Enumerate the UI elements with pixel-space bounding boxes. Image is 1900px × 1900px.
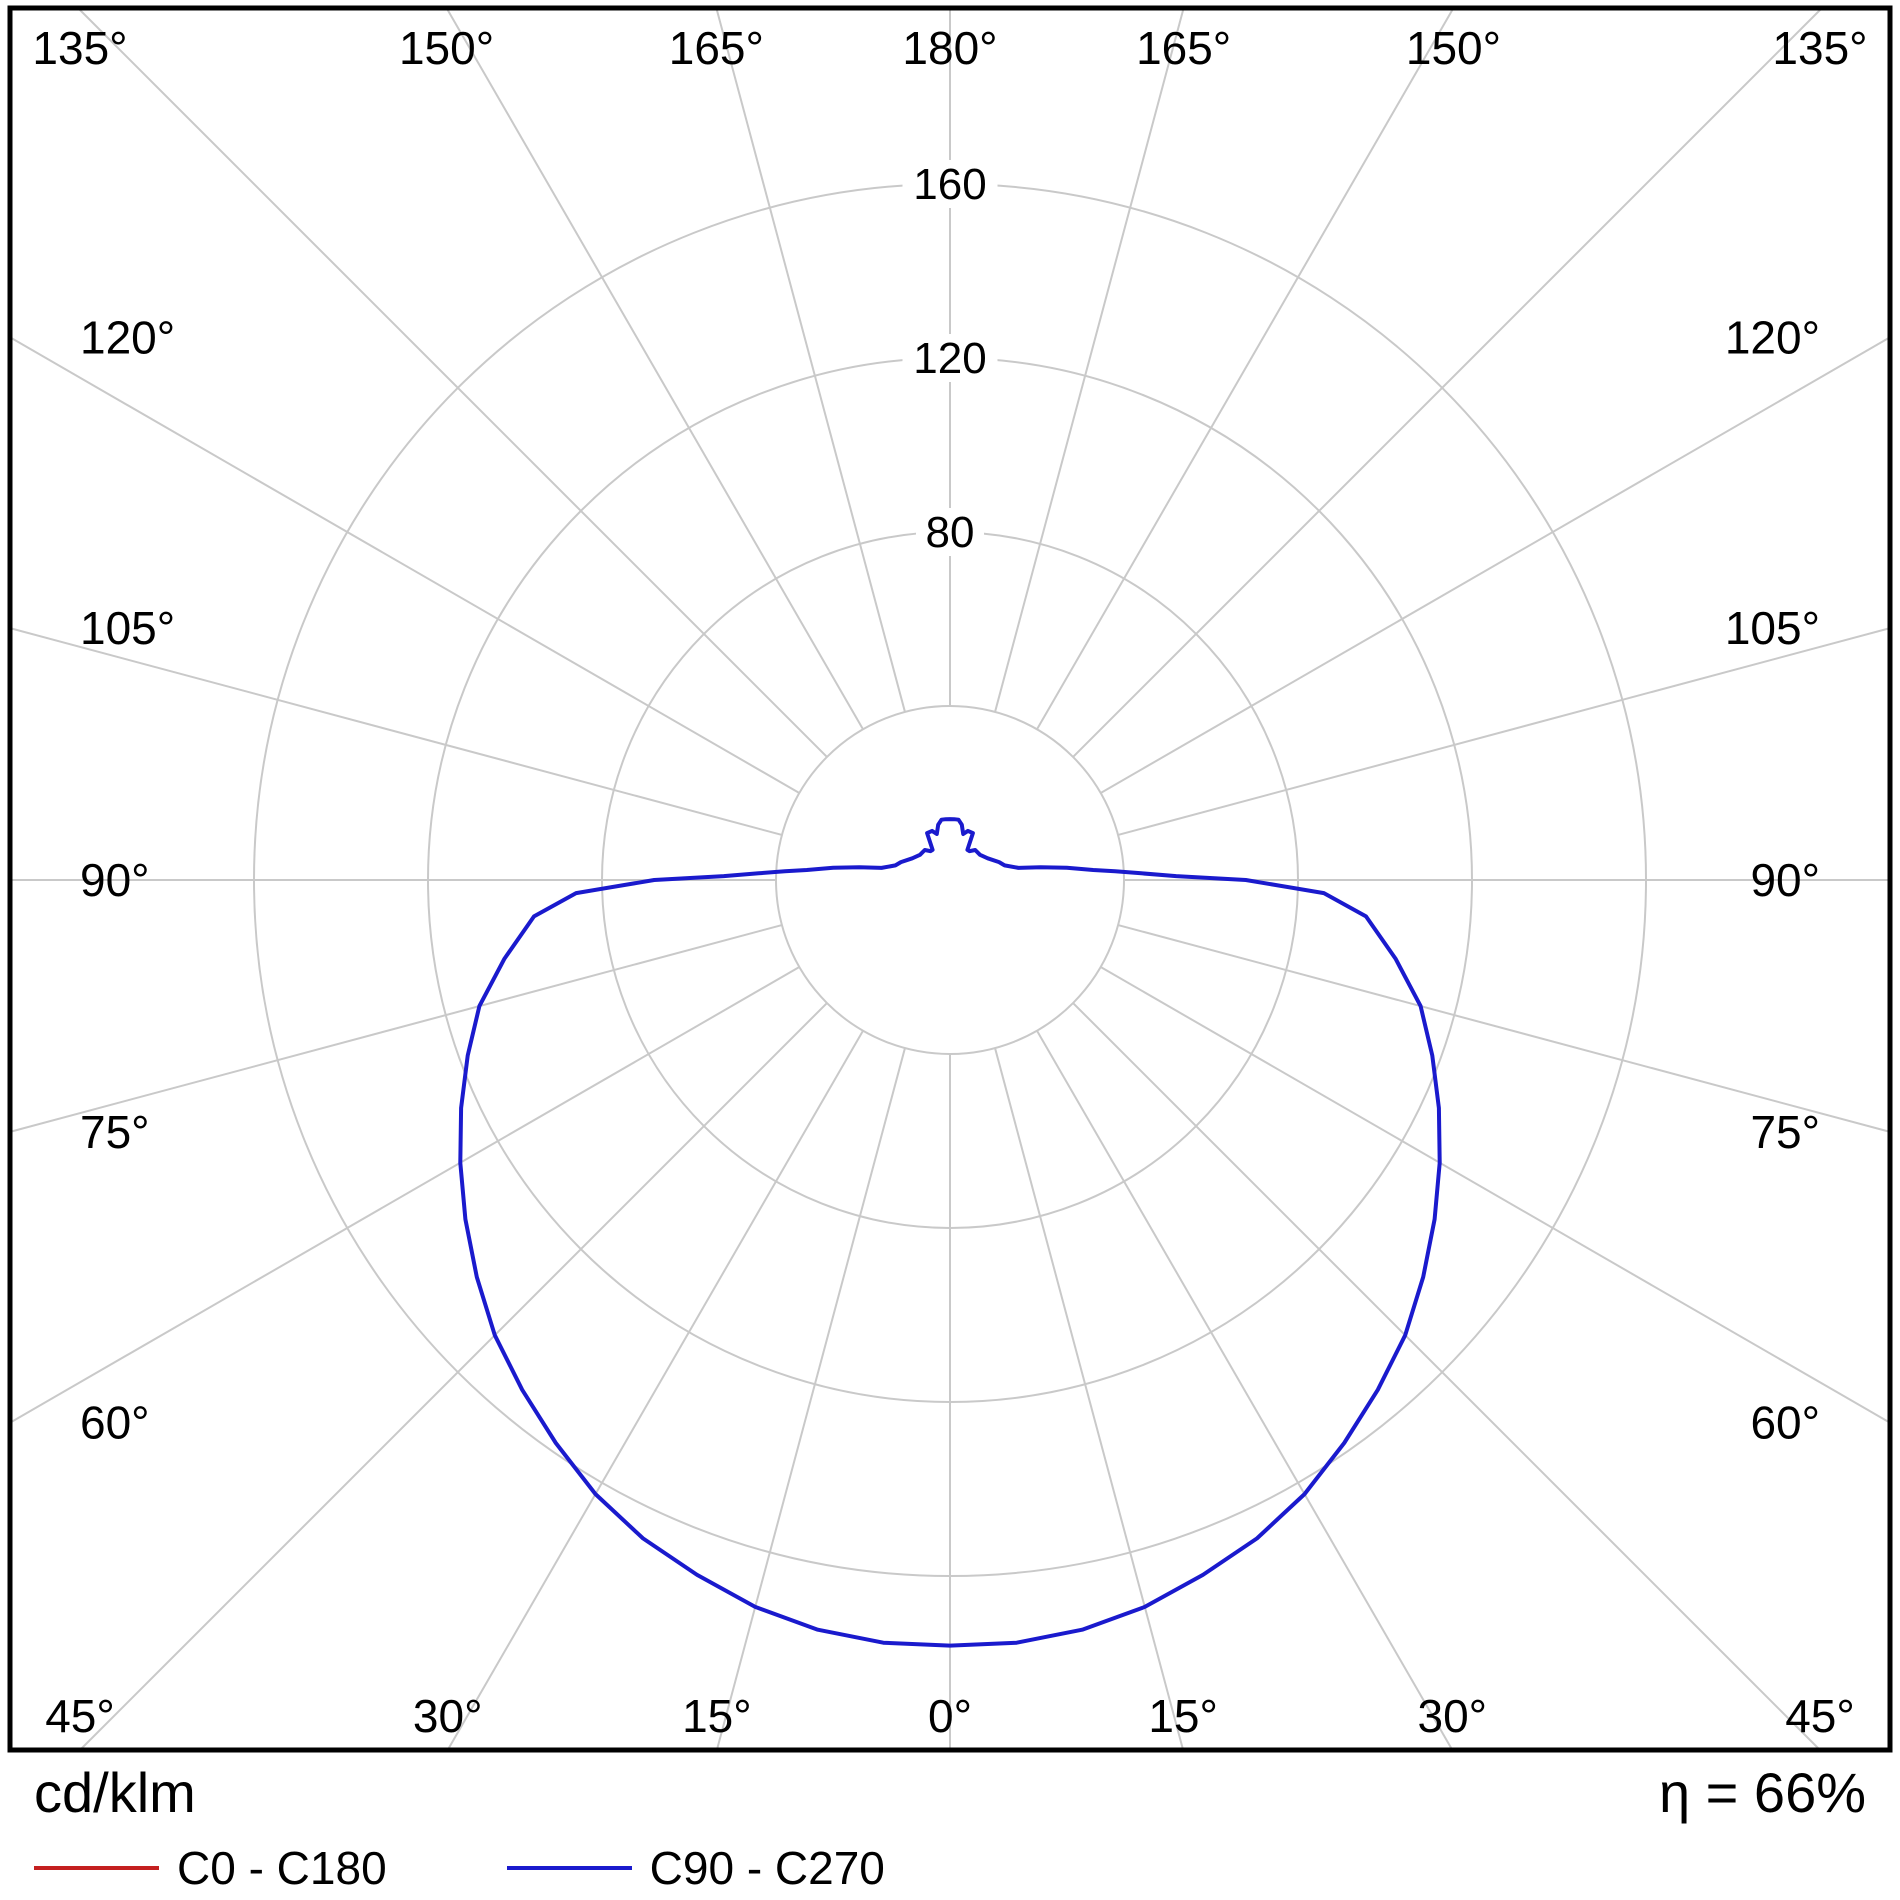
angle-label: 105° (80, 602, 175, 654)
angle-label: 120° (1725, 311, 1820, 363)
legend-item-c0-c180: C0 - C180 (34, 1841, 387, 1895)
angle-label: 150° (1406, 22, 1501, 74)
angle-label: 135° (32, 22, 127, 74)
angle-label: 15° (682, 1690, 752, 1742)
angle-label: 0° (928, 1690, 972, 1742)
angle-label: 30° (413, 1690, 483, 1742)
legend-label-c90-c270: C90 - C270 (649, 1842, 885, 1894)
angle-label: 30° (1418, 1690, 1488, 1742)
angle-label: 75° (80, 1106, 150, 1158)
radial-tick-label: 160 (913, 160, 986, 209)
chart-frame (7, 5, 1893, 1753)
legend-label-c0-c180: C0 - C180 (177, 1842, 387, 1894)
angle-label: 90° (80, 854, 150, 906)
angle-labels: 0° 15° 15° 30° 30° 45° 45° 60° 60° 75° 75° 90° 90° 10… (32, 22, 1867, 1742)
radial-tick-label: 120 (913, 334, 986, 383)
radial-axis-labels: 80 120 160 (902, 160, 998, 557)
angle-label: 45° (1785, 1690, 1855, 1742)
footer: cd/klm η = 66% C0 - C180 C90 - C270 (0, 1760, 1900, 1895)
angle-label: 75° (1750, 1106, 1820, 1158)
c90-c270-curve (458, 817, 1442, 1648)
angle-label: 165° (669, 22, 764, 74)
radial-tick-label: 80 (926, 508, 975, 557)
angle-label: 150° (399, 22, 494, 74)
angle-label: 105° (1725, 602, 1820, 654)
angle-label: 165° (1136, 22, 1231, 74)
angle-label: 45° (45, 1690, 115, 1742)
efficiency-label: η = 66% (1658, 1761, 1866, 1824)
angle-label: 180° (902, 22, 997, 74)
c90-c270-line-swatch (506, 1866, 632, 1870)
polar-intensity-chart: 80 120 160 0° 15° 15° 30° 30° 45° 45° 60° 60° 75° 75°… (7, 5, 1893, 1753)
c0-c180-line-swatch (34, 1866, 159, 1870)
angle-label: 15° (1148, 1690, 1218, 1742)
angle-label: 60° (80, 1397, 150, 1449)
footer-top-row: cd/klm η = 66% (34, 1760, 1866, 1825)
angle-label: 60° (1750, 1397, 1820, 1449)
angle-label: 90° (1750, 854, 1820, 906)
units-label: cd/klm (34, 1761, 196, 1824)
angle-label: 120° (80, 311, 175, 363)
legend-item-c90-c270: C90 - C270 (506, 1841, 885, 1895)
angle-label: 135° (1772, 22, 1867, 74)
legend: C0 - C180 C90 - C270 (34, 1841, 1866, 1895)
